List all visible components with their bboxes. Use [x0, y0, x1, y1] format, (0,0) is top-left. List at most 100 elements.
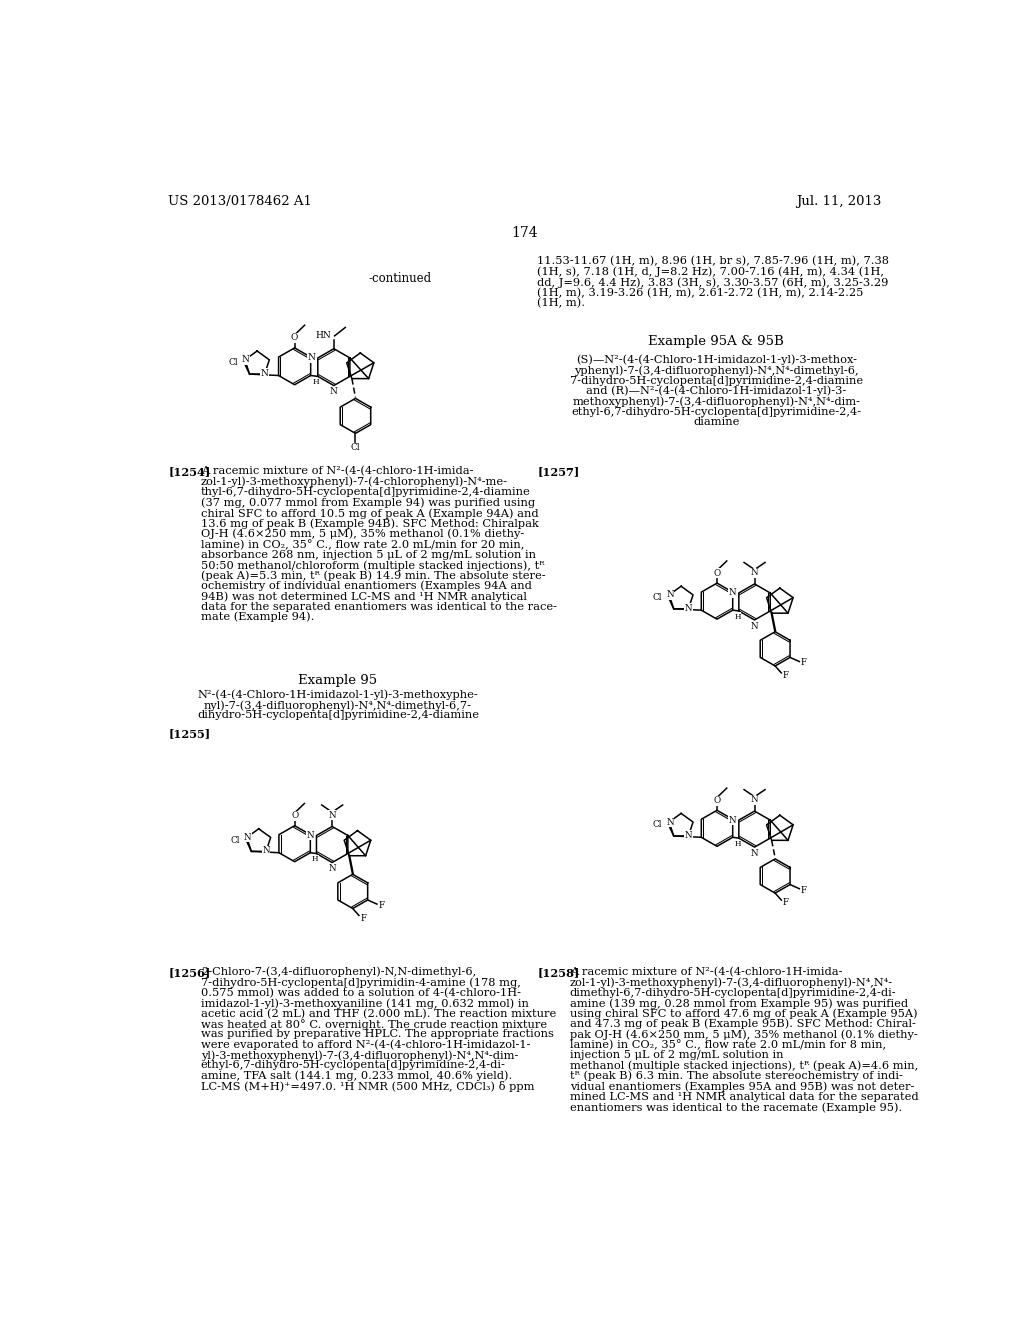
Text: N: N	[667, 590, 674, 599]
Text: (S)—N²-(4-(4-Chloro-1H-imidazol-1-yl)-3-methox-: (S)—N²-(4-(4-Chloro-1H-imidazol-1-yl)-3-…	[575, 355, 857, 366]
Text: zol-1-yl)-3-methoxyphenyl)-7-(3,4-difluorophenyl)-N⁴,N⁴-: zol-1-yl)-3-methoxyphenyl)-7-(3,4-difluo…	[569, 977, 893, 987]
Text: N: N	[667, 817, 674, 826]
Text: N: N	[685, 830, 692, 840]
Text: 50:50 methanol/chloroform (multiple stacked injections), tᴿ: 50:50 methanol/chloroform (multiple stac…	[201, 560, 545, 570]
Text: A racemic mixture of N²-(4-(4-chloro-1H-imida-: A racemic mixture of N²-(4-(4-chloro-1H-…	[201, 466, 473, 477]
Text: was purified by preparative HPLC. The appropriate fractions: was purified by preparative HPLC. The ap…	[201, 1030, 554, 1039]
Text: and (R)—N²-(4-(4-Chloro-1H-imidazol-1-yl)-3-: and (R)—N²-(4-(4-Chloro-1H-imidazol-1-yl…	[586, 385, 847, 396]
Text: N²-(4-(4-Chloro-1H-imidazol-1-yl)-3-methoxyphe-: N²-(4-(4-Chloro-1H-imidazol-1-yl)-3-meth…	[198, 689, 478, 701]
Text: 0.575 mmol) was added to a solution of 4-(4-chloro-1H-: 0.575 mmol) was added to a solution of 4…	[201, 987, 521, 998]
Text: O: O	[714, 569, 721, 578]
Text: zol-1-yl)-3-methoxyphenyl)-7-(4-chlorophenyl)-N⁴-me-: zol-1-yl)-3-methoxyphenyl)-7-(4-chloroph…	[201, 477, 508, 487]
Text: F: F	[801, 659, 807, 668]
Text: 2-Chloro-7-(3,4-difluorophenyl)-N,N-dimethyl-6,: 2-Chloro-7-(3,4-difluorophenyl)-N,N-dime…	[201, 966, 476, 978]
Text: N: N	[329, 865, 336, 873]
Text: vidual enantiomers (Examples 95A and 95B) was not deter-: vidual enantiomers (Examples 95A and 95B…	[569, 1081, 914, 1092]
Text: O: O	[714, 796, 721, 805]
Text: pak OJ-H (4.6×250 mm, 5 μM), 35% methanol (0.1% diethy-: pak OJ-H (4.6×250 mm, 5 μM), 35% methano…	[569, 1030, 918, 1040]
Text: F: F	[360, 913, 367, 923]
Text: HN: HN	[315, 331, 331, 341]
Text: yphenyl)-7-(3,4-difluorophenyl)-N⁴,N⁴-dimethyl-6,: yphenyl)-7-(3,4-difluorophenyl)-N⁴,N⁴-di…	[573, 366, 858, 376]
Text: Cl: Cl	[652, 820, 663, 829]
Text: and 47.3 mg of peak B (Example 95B). SFC Method: Chiral-: and 47.3 mg of peak B (Example 95B). SFC…	[569, 1019, 915, 1030]
Text: thyl-6,7-dihydro-5H-cyclopenta[d]pyrimidine-2,4-diamine: thyl-6,7-dihydro-5H-cyclopenta[d]pyrimid…	[201, 487, 530, 498]
Text: methoxyphenyl)-7-(3,4-difluorophenyl)-N⁴,N⁴-dim-: methoxyphenyl)-7-(3,4-difluorophenyl)-N⁴…	[572, 396, 860, 407]
Text: enantiomers was identical to the racemate (Example 95).: enantiomers was identical to the racemat…	[569, 1102, 902, 1113]
Text: (1H, s), 7.18 (1H, d, J=8.2 Hz), 7.00-7.16 (4H, m), 4.34 (1H,: (1H, s), 7.18 (1H, d, J=8.2 Hz), 7.00-7.…	[538, 267, 884, 277]
Text: (1H, m).: (1H, m).	[538, 298, 585, 308]
Text: 94B) was not determined LC-MS and ¹H NMR analytical: 94B) was not determined LC-MS and ¹H NMR…	[201, 591, 526, 602]
Text: N: N	[751, 622, 759, 631]
Text: N: N	[751, 796, 759, 804]
Text: dimethyl-6,7-dihydro-5H-cyclopenta[d]pyrimidine-2,4-di-: dimethyl-6,7-dihydro-5H-cyclopenta[d]pyr…	[569, 987, 896, 998]
Text: N: N	[261, 368, 268, 378]
Text: H: H	[312, 379, 319, 387]
Text: diamine: diamine	[693, 417, 739, 428]
Text: Cl: Cl	[228, 358, 238, 367]
Text: nyl)-7-(3,4-difluorophenyl)-N⁴,N⁴-dimethyl-6,7-: nyl)-7-(3,4-difluorophenyl)-N⁴,N⁴-dimeth…	[204, 700, 472, 710]
Text: 7-dihydro-5H-cyclopenta[d]pyrimidine-2,4-diamine: 7-dihydro-5H-cyclopenta[d]pyrimidine-2,4…	[569, 376, 863, 385]
Text: OJ-H (4.6×250 mm, 5 μM), 35% methanol (0.1% diethy-: OJ-H (4.6×250 mm, 5 μM), 35% methanol (0…	[201, 529, 524, 540]
Text: N: N	[729, 589, 736, 598]
Text: F: F	[801, 886, 807, 895]
Text: absorbance 268 nm, injection 5 μL of 2 mg/mL solution in: absorbance 268 nm, injection 5 μL of 2 m…	[201, 549, 536, 560]
Text: 11.53-11.67 (1H, m), 8.96 (1H, br s), 7.85-7.96 (1H, m), 7.38: 11.53-11.67 (1H, m), 8.96 (1H, br s), 7.…	[538, 256, 889, 267]
Text: Example 95A & 95B: Example 95A & 95B	[648, 335, 784, 348]
Text: Example 95: Example 95	[298, 675, 378, 688]
Text: H: H	[734, 612, 740, 620]
Text: 7-dihydro-5H-cyclopenta[d]pyrimidin-4-amine (178 mg,: 7-dihydro-5H-cyclopenta[d]pyrimidin-4-am…	[201, 977, 521, 987]
Text: N: N	[685, 603, 692, 612]
Text: [1258]: [1258]	[538, 966, 580, 978]
Text: data for the separated enantiomers was identical to the race-: data for the separated enantiomers was i…	[201, 602, 557, 611]
Text: 13.6 mg of peak B (Example 94B). SFC Method: Chiralpak: 13.6 mg of peak B (Example 94B). SFC Met…	[201, 519, 539, 529]
Text: was heated at 80° C. overnight. The crude reaction mixture: was heated at 80° C. overnight. The crud…	[201, 1019, 547, 1030]
Text: US 2013/0178462 A1: US 2013/0178462 A1	[168, 195, 312, 209]
Text: LC-MS (M+H)⁺=497.0. ¹H NMR (500 MHz, CDCl₃) δ ppm: LC-MS (M+H)⁺=497.0. ¹H NMR (500 MHz, CDC…	[201, 1081, 535, 1092]
Text: Cl: Cl	[230, 836, 240, 845]
Text: (peak A)=5.3 min, tᴿ (peak B) 14.9 min. The absolute stere-: (peak A)=5.3 min, tᴿ (peak B) 14.9 min. …	[201, 570, 546, 581]
Text: F: F	[379, 902, 385, 909]
Text: were evaporated to afford N²-(4-(4-chloro-1H-imidazol-1-: were evaporated to afford N²-(4-(4-chlor…	[201, 1040, 530, 1051]
Text: F: F	[783, 671, 788, 680]
Text: N: N	[751, 849, 759, 858]
Text: 174: 174	[511, 226, 539, 240]
Text: dd, J=9.6, 4.4 Hz), 3.83 (3H, s), 3.30-3.57 (6H, m), 3.25-3.29: dd, J=9.6, 4.4 Hz), 3.83 (3H, s), 3.30-3…	[538, 277, 889, 288]
Text: tᴿ (peak B) 6.3 min. The absolute stereochemistry of indi-: tᴿ (peak B) 6.3 min. The absolute stereo…	[569, 1071, 902, 1081]
Text: N: N	[244, 833, 251, 842]
Text: [1254]: [1254]	[168, 466, 211, 478]
Text: (37 mg, 0.077 mmol from Example 94) was purified using: (37 mg, 0.077 mmol from Example 94) was …	[201, 498, 535, 508]
Text: N: N	[307, 354, 315, 363]
Text: N: N	[729, 816, 736, 825]
Text: ochemistry of individual enantiomers (Examples 94A and: ochemistry of individual enantiomers (Ex…	[201, 581, 531, 591]
Text: ethyl-6,7-dihydro-5H-cyclopenta[d]pyrimidine-2,4-: ethyl-6,7-dihydro-5H-cyclopenta[d]pyrimi…	[571, 407, 861, 417]
Text: N: N	[262, 846, 270, 855]
Text: chiral SFC to afford 10.5 mg of peak A (Example 94A) and: chiral SFC to afford 10.5 mg of peak A (…	[201, 508, 539, 519]
Text: H: H	[734, 840, 740, 847]
Text: injection 5 μL of 2 mg/mL solution in: injection 5 μL of 2 mg/mL solution in	[569, 1051, 783, 1060]
Text: N: N	[329, 810, 336, 820]
Text: [1255]: [1255]	[168, 729, 210, 739]
Text: Cl: Cl	[350, 444, 360, 451]
Text: methanol (multiple stacked injections), tᴿ (peak A)=4.6 min,: methanol (multiple stacked injections), …	[569, 1060, 918, 1071]
Text: N: N	[751, 568, 759, 577]
Text: N: N	[306, 832, 314, 840]
Text: F: F	[783, 899, 788, 907]
Text: amine (139 mg, 0.28 mmol from Example 95) was purified: amine (139 mg, 0.28 mmol from Example 95…	[569, 998, 908, 1008]
Text: Jul. 11, 2013: Jul. 11, 2013	[796, 195, 882, 209]
Text: mined LC-MS and ¹H NMR analytical data for the separated: mined LC-MS and ¹H NMR analytical data f…	[569, 1092, 919, 1102]
Text: lamine) in CO₂, 35° C., flow rate 2.0 mL/min for 20 min,: lamine) in CO₂, 35° C., flow rate 2.0 mL…	[201, 539, 524, 550]
Text: [1257]: [1257]	[538, 466, 580, 478]
Text: O: O	[291, 812, 298, 821]
Text: dihydro-5H-cyclopenta[d]pyrimidine-2,4-diamine: dihydro-5H-cyclopenta[d]pyrimidine-2,4-d…	[197, 710, 479, 721]
Text: -continued: -continued	[369, 272, 431, 285]
Text: Cl: Cl	[652, 593, 663, 602]
Text: O: O	[291, 334, 298, 342]
Text: lamine) in CO₂, 35° C., flow rate 2.0 mL/min for 8 min,: lamine) in CO₂, 35° C., flow rate 2.0 mL…	[569, 1040, 886, 1051]
Text: acetic acid (2 mL) and THF (2.000 mL). The reaction mixture: acetic acid (2 mL) and THF (2.000 mL). T…	[201, 1008, 556, 1019]
Text: N: N	[242, 355, 250, 364]
Text: using chiral SFC to afford 47.6 mg of peak A (Example 95A): using chiral SFC to afford 47.6 mg of pe…	[569, 1008, 918, 1019]
Text: N: N	[330, 387, 338, 396]
Text: A racemic mixture of N²-(4-(4-chloro-1H-imida-: A racemic mixture of N²-(4-(4-chloro-1H-…	[569, 966, 843, 977]
Text: amine, TFA salt (144.1 mg, 0.233 mmol, 40.6% yield).: amine, TFA salt (144.1 mg, 0.233 mmol, 4…	[201, 1071, 512, 1081]
Text: [1256]: [1256]	[168, 966, 211, 978]
